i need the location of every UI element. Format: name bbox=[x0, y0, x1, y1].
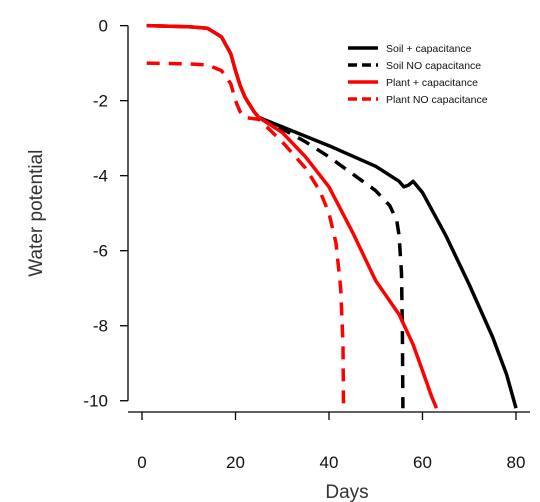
y-tick-label: 0 bbox=[99, 17, 108, 36]
y-tick-label: -8 bbox=[93, 317, 108, 336]
x-tick-label: 60 bbox=[413, 453, 432, 472]
x-tick-label: 80 bbox=[507, 453, 526, 472]
y-tick-label: -10 bbox=[83, 392, 108, 411]
legend-label-1: Soil NO capacitance bbox=[386, 60, 481, 72]
series-line-2 bbox=[146, 23, 439, 409]
x-tick-label: 20 bbox=[226, 453, 245, 472]
x-tick-label: 40 bbox=[320, 453, 339, 472]
legend-label-3: Plant NO capacitance bbox=[386, 94, 488, 106]
axes: 0 20 40 60 80 0 -2 -4 -6 -8 -10 bbox=[83, 17, 530, 472]
y-tick-label: -2 bbox=[93, 92, 108, 111]
legend: Soil + capacitance Soil NO capacitance Pla… bbox=[348, 43, 488, 106]
x-tick-label: 0 bbox=[137, 453, 146, 472]
series-line-1 bbox=[258, 115, 405, 409]
legend-label-2: Plant + capacitance bbox=[386, 77, 478, 89]
y-tick-label: -6 bbox=[93, 242, 108, 261]
plot-area bbox=[146, 23, 518, 409]
y-axis-label: Water potential bbox=[26, 150, 47, 277]
series-line-3 bbox=[146, 61, 346, 409]
y-tick-label: -4 bbox=[93, 167, 108, 186]
x-axis-label: Days bbox=[325, 482, 368, 502]
legend-label-0: Soil + capacitance bbox=[386, 43, 472, 55]
